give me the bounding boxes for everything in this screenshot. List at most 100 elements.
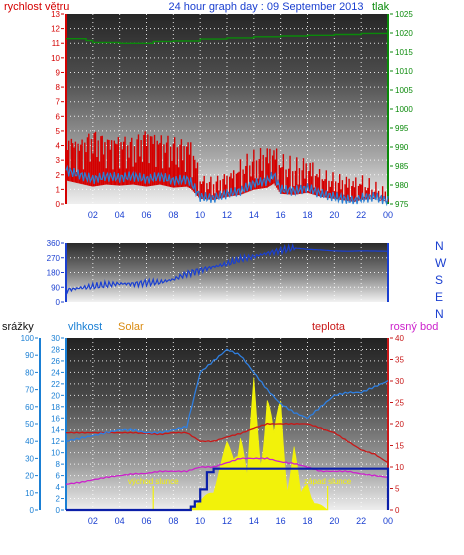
x-tick-label: 00 xyxy=(383,516,393,526)
temperature-axis-tick-label: 20 xyxy=(395,420,404,429)
x-tick-label: 00 xyxy=(383,210,393,220)
compass-label: N xyxy=(435,239,444,253)
humidity-axis-tick-label: 2 xyxy=(56,495,61,504)
pressure-axis-label: tlak xyxy=(372,1,390,13)
pressure-axis-tick-label: 975 xyxy=(395,200,409,209)
x-tick-label: 10 xyxy=(195,516,205,526)
rain-axis-tick-label: 80 xyxy=(25,368,34,377)
wind-axis-tick-label: 4 xyxy=(56,142,61,151)
temperature-axis-tick-label: 0 xyxy=(395,506,400,515)
humidity-axis-tick-label: 4 xyxy=(56,483,61,492)
rain-line xyxy=(66,467,390,512)
x-tick-label: 10 xyxy=(195,210,205,220)
x-tick-label: 04 xyxy=(115,516,125,526)
x-tick-label: 16 xyxy=(276,516,286,526)
direction-axis-tick-label: 180 xyxy=(47,269,61,278)
x-tick-label: 12 xyxy=(222,210,232,220)
x-tick-label: 02 xyxy=(88,210,98,220)
pressure-axis-tick-label: 990 xyxy=(395,143,409,152)
temperature-axis-tick-label: 25 xyxy=(395,399,404,408)
humidity-axis-tick-label: 20 xyxy=(51,391,60,400)
pressure-line xyxy=(66,30,389,44)
rain-axis-tick-label: 0 xyxy=(30,506,35,515)
humidity-line xyxy=(65,348,389,442)
rain-axis-tick-label: 70 xyxy=(25,386,34,395)
x-tick-label: 18 xyxy=(302,516,312,526)
temperature-axis-tick-label: 30 xyxy=(395,377,404,386)
humidity-axis-tick-label: 0 xyxy=(56,506,61,515)
x-tick-label: 06 xyxy=(141,516,151,526)
solar-label: Solar xyxy=(118,321,144,333)
direction-axis-tick-label: 360 xyxy=(47,239,61,248)
x-tick-label: 08 xyxy=(168,210,178,220)
temperature-axis-tick-label: 10 xyxy=(395,463,404,472)
x-tick-label: 20 xyxy=(329,210,339,220)
wind-axis-tick-label: 10 xyxy=(51,54,60,63)
humidity-axis-tick-label: 22 xyxy=(51,380,60,389)
wind-axis-tick-label: 1 xyxy=(56,185,61,194)
pressure-axis-tick-label: 1015 xyxy=(395,48,413,57)
wind-axis-tick-label: 2 xyxy=(56,171,61,180)
humidity-axis-tick-label: 12 xyxy=(51,437,60,446)
pressure-axis-tick-label: 1005 xyxy=(395,86,413,95)
x-tick-label: 18 xyxy=(302,210,312,220)
x-tick-label: 16 xyxy=(276,210,286,220)
sunrise-label: východ slunce xyxy=(128,477,179,486)
pressure-axis-tick-label: 995 xyxy=(395,124,409,133)
dew-point-line xyxy=(65,457,388,485)
wind-axis-tick-label: 9 xyxy=(56,68,61,77)
wind-axis-tick-label: 11 xyxy=(52,39,61,48)
humidity-axis-tick-label: 10 xyxy=(51,449,60,458)
humidity-axis-tick-label: 28 xyxy=(51,345,60,354)
pressure-axis-tick-label: 980 xyxy=(395,181,409,190)
x-tick-label: 14 xyxy=(249,516,259,526)
dew-point-label: rosný bod xyxy=(390,321,438,333)
wind-axis-tick-label: 8 xyxy=(56,83,61,92)
rain-axis-tick-label: 100 xyxy=(21,334,35,343)
direction-axis-tick-label: 0 xyxy=(56,298,61,307)
rain-axis-tick-label: 10 xyxy=(25,489,34,498)
temperature-axis-tick-label: 15 xyxy=(395,442,404,451)
compass-label: N xyxy=(435,307,444,321)
x-tick-label: 22 xyxy=(356,210,366,220)
wind-axis-tick-label: 7 xyxy=(56,98,61,107)
pressure-axis-tick-label: 1025 xyxy=(395,10,413,19)
wind-axis-tick-label: 12 xyxy=(51,25,60,34)
rain-axis-tick-label: 40 xyxy=(25,437,34,446)
wind-axis-tick-label: 5 xyxy=(56,127,61,136)
humidity-axis-tick-label: 30 xyxy=(51,334,60,343)
rain-axis-tick-label: 20 xyxy=(25,472,34,481)
temperature-line xyxy=(65,422,389,464)
x-tick-label: 22 xyxy=(356,516,366,526)
humidity-axis-tick-label: 26 xyxy=(51,357,60,366)
x-tick-label: 12 xyxy=(222,516,232,526)
rain-axis-tick-label: 90 xyxy=(25,351,34,360)
x-tick-label: 14 xyxy=(249,210,259,220)
rain-axis-tick-label: 50 xyxy=(25,420,34,429)
wind-axis-tick-label: 6 xyxy=(56,112,61,121)
humidity-axis-label: vlhkost xyxy=(68,321,102,333)
wind-axis-tick-label: 3 xyxy=(56,156,61,165)
compass-label: S xyxy=(435,273,443,287)
pressure-axis-tick-label: 1010 xyxy=(395,67,413,76)
pressure-axis-tick-label: 985 xyxy=(395,162,409,171)
humidity-axis-tick-label: 18 xyxy=(51,403,60,412)
x-tick-label: 08 xyxy=(168,516,178,526)
humidity-axis-tick-label: 24 xyxy=(51,368,60,377)
wind-speed-axis-label: rychlost větru xyxy=(4,1,69,13)
temperature-axis-label: teplota xyxy=(312,321,346,333)
wind-direction-line xyxy=(65,242,388,295)
wind-axis-tick-label: 0 xyxy=(56,200,61,209)
pressure-axis-tick-label: 1020 xyxy=(395,29,413,38)
sunset-label: západ slunce xyxy=(304,477,352,486)
wind-average-line xyxy=(65,164,389,207)
temperature-axis-tick-label: 40 xyxy=(395,334,404,343)
chart-title: 24 hour graph day : 09 September 2013 xyxy=(168,1,363,13)
direction-axis-tick-label: 90 xyxy=(51,283,60,292)
x-tick-label: 04 xyxy=(115,210,125,220)
x-tick-label: 20 xyxy=(329,516,339,526)
rain-axis-label: srážky xyxy=(2,321,34,333)
wind-axis-tick-label: 13 xyxy=(51,10,60,19)
